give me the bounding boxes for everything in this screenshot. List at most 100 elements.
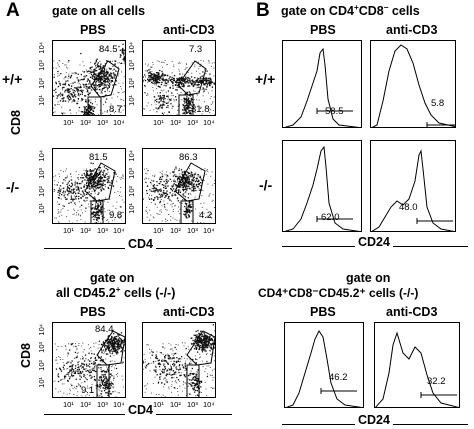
facs-plot-a-wt-anticd3: 7.3 31.8	[142, 40, 216, 116]
y-tick: 10²	[37, 78, 46, 89]
histogram-b-ko-pbs: 62.0	[282, 140, 362, 232]
section-c-right-col-pbs: PBS	[310, 305, 336, 319]
histogram-curve	[371, 44, 455, 127]
section-c-y-axis-label: CD8	[19, 342, 33, 368]
gate-value-upper: 81.5	[89, 152, 108, 163]
x-tick: 10²	[80, 226, 91, 235]
x-tick: 10²	[170, 400, 181, 409]
x-tick: 10⁴	[203, 226, 215, 235]
section-c-col-anticd3: anti-CD3	[163, 305, 215, 319]
facs-plot-c-anticd3	[142, 322, 216, 398]
x-tick: 10⁴	[203, 118, 215, 127]
histogram-value: 46.2	[329, 372, 348, 383]
section-c-right-heading-line1: gate on	[346, 271, 391, 285]
panel-label-a: A	[6, 0, 20, 21]
y-tick: 10⁴	[127, 150, 136, 162]
section-a-row-wt: +/+	[2, 71, 23, 87]
gate-value-upper: 7.3	[189, 44, 203, 55]
facs-scatter	[143, 60, 215, 115]
histogram-curve	[284, 145, 360, 231]
y-tick: 10²	[37, 186, 46, 197]
histogram-value: 5.8	[431, 98, 445, 109]
gate-value-lower: 8.7	[109, 104, 123, 115]
gate-value-upper: 84.4	[95, 324, 114, 335]
facs-plot-a-ko-anticd3: 86.3 4.2	[142, 148, 216, 224]
y-tick: 10³	[37, 168, 46, 179]
y-tick: 10¹	[37, 377, 46, 388]
x-tick: 10¹	[153, 400, 164, 409]
section-c-heading-line2: all CD45.2+ cells (-/-)	[56, 284, 176, 300]
section-b-x-axis-label: CD24	[355, 236, 393, 249]
panel-label-b: B	[256, 0, 270, 21]
histogram-b-wt-anticd3: 5.8	[370, 40, 456, 128]
histogram-c-pbs: 46.2	[284, 322, 364, 408]
x-tick: 10⁴	[113, 226, 125, 235]
facs-scatter	[53, 162, 125, 223]
y-tick: 10³	[127, 60, 136, 71]
y-tick: 10³	[37, 342, 46, 353]
facs-scatter	[53, 329, 125, 397]
section-b-col-pbs: PBS	[310, 23, 336, 37]
y-tick: 10¹	[127, 95, 136, 106]
x-tick: 10¹	[63, 226, 74, 235]
x-tick: 10³	[97, 118, 108, 127]
facs-plot-a-ko-pbs: 81.5 9.8	[52, 148, 126, 224]
x-tick: 10³	[97, 226, 108, 235]
x-tick: 10¹	[63, 118, 74, 127]
x-tick: 10²	[80, 400, 91, 409]
histogram-b-ko-anticd3: 48.0	[370, 140, 456, 232]
x-tick: 10²	[170, 118, 181, 127]
section-c-right-col-anticd3: anti-CD3	[386, 305, 438, 319]
y-tick: 10¹	[37, 203, 46, 214]
histogram-value: 62.0	[321, 212, 340, 223]
section-a-y-axis-label: CD8	[9, 109, 23, 135]
histogram-curve	[286, 330, 362, 407]
histogram-value: 32.2	[427, 376, 446, 387]
y-tick: 10³	[37, 60, 46, 71]
x-tick: 10⁴	[113, 118, 125, 127]
y-tick: 10²	[127, 78, 136, 89]
histogram-value: 48.0	[399, 202, 418, 213]
section-c-right-x-axis-label: CD24	[355, 414, 393, 427]
section-b-col-anticd3: anti-CD3	[386, 23, 438, 37]
section-c-heading-line1: gate on	[90, 271, 135, 285]
gate-value-lower: 4.2	[199, 210, 213, 221]
x-tick: 10⁴	[203, 400, 215, 409]
histogram-c-anticd3: 32.2	[374, 322, 460, 408]
x-tick: 10³	[187, 118, 198, 127]
gate-value-lower: 9.1	[81, 385, 95, 396]
section-c-col-pbs: PBS	[80, 305, 106, 319]
y-tick: 10³	[127, 168, 136, 179]
section-a-col-pbs: PBS	[80, 23, 106, 37]
section-a-x-axis-label: CD4	[125, 238, 157, 251]
gate-value-lower: 9.8	[109, 210, 123, 221]
gate-value-lower: 31.8	[191, 104, 210, 115]
y-tick: 10¹	[127, 203, 136, 214]
section-b-row-ko: -/-	[259, 177, 273, 193]
x-tick: 10¹	[63, 400, 74, 409]
gate-value-upper: 86.3	[179, 152, 198, 163]
x-tick: 10³	[97, 400, 108, 409]
x-tick: 10⁴	[113, 400, 125, 409]
y-tick: 10²	[37, 360, 46, 371]
section-b-heading: gate on CD4+CD8− cells	[281, 2, 420, 18]
histogram-value: 58.5	[325, 106, 344, 117]
x-tick: 10³	[187, 400, 198, 409]
y-tick: 10⁴	[37, 42, 46, 54]
panel-label-c: C	[6, 263, 20, 284]
gate-value-upper: 84.5	[99, 44, 118, 55]
y-tick: 10⁴	[127, 42, 136, 54]
section-c-right-heading-line2: CD4⁺CD8⁻CD45.2⁺ cells (-/-)	[258, 286, 419, 300]
x-tick: 10³	[187, 226, 198, 235]
section-a-col-anticd3: anti-CD3	[163, 23, 215, 37]
facs-plot-c-pbs: 84.4 9.1	[52, 322, 126, 398]
histogram-curve	[375, 331, 459, 407]
section-a-row-ko: -/-	[6, 179, 20, 195]
section-b-row-wt: +/+	[255, 71, 276, 87]
x-tick: 10¹	[153, 118, 164, 127]
facs-scatter	[143, 162, 215, 223]
histogram-b-wt-pbs: 58.5	[282, 40, 362, 128]
section-c-x-axis-label: CD4	[125, 404, 157, 417]
facs-plot-a-wt-pbs: 84.5 8.7	[52, 40, 126, 116]
y-tick: 10²	[127, 186, 136, 197]
